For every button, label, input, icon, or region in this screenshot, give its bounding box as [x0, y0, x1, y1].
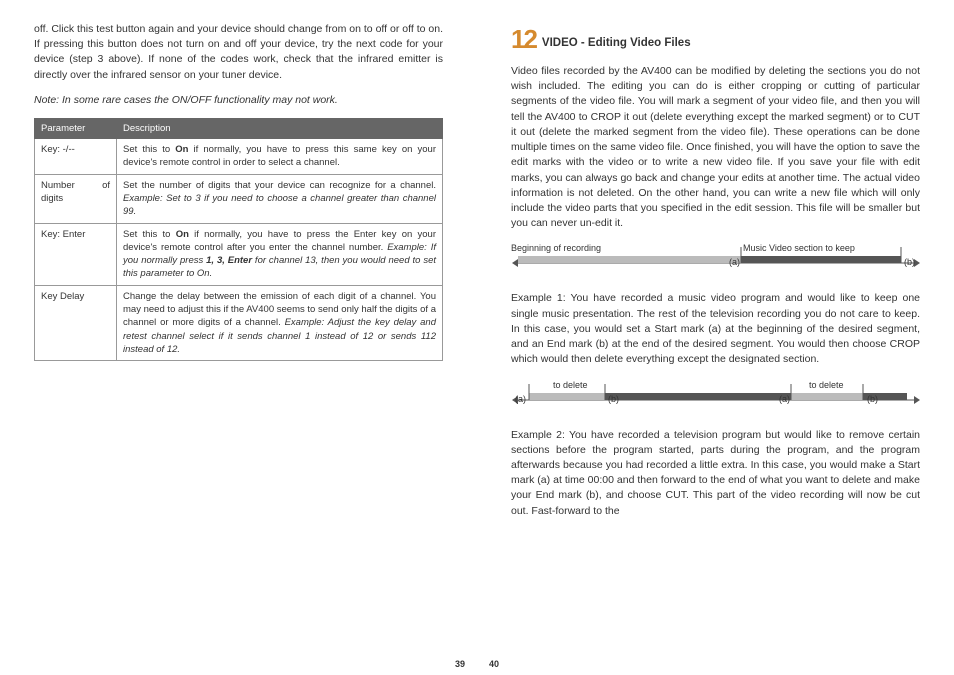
page-left: off. Click this test button again and yo… [0, 0, 477, 675]
page-number-left: 39 [455, 659, 465, 669]
params-table: Parameter Description Key: -/-- Set this… [34, 118, 443, 361]
cell-param: Number of digits [35, 174, 117, 223]
diag1-label-right: Music Video section to keep [743, 243, 855, 253]
diag2-marker-b1: (b) [608, 394, 619, 404]
cell-desc: Set this to On if normally, you have to … [117, 223, 443, 285]
table-row: Key Delay Change the delay between the e… [35, 285, 443, 360]
section-title: VIDEO - Editing Video Files [542, 37, 691, 52]
diag2-marker-a2: (a) [779, 394, 790, 404]
cell-desc: Set this to On if normally, you have to … [117, 139, 443, 175]
table-row: Number of digits Set the number of digit… [35, 174, 443, 223]
section-header: 12 VIDEO - Editing Video Files [511, 26, 920, 52]
left-note: Note: In some rare cases the ON/OFF func… [34, 93, 443, 108]
diag1-label-left: Beginning of recording [511, 243, 601, 253]
cell-param: Key Delay [35, 285, 117, 360]
diagram-2: to delete to delete (a) (b) (a) (b) [511, 380, 920, 420]
diag2-label-right: to delete [809, 380, 844, 390]
table-row: Key: Enter Set this to On if normally, y… [35, 223, 443, 285]
example-1: Example 1: You have recorded a music vid… [511, 291, 920, 367]
th-parameter: Parameter [35, 119, 117, 139]
right-para-1: Video files recorded by the AV400 can be… [511, 64, 920, 231]
example-2: Example 2: You have recorded a televisio… [511, 428, 920, 519]
th-description: Description [117, 119, 443, 139]
cell-desc: Set the number of digits that your devic… [117, 174, 443, 223]
diag1-marker-b: (b) [904, 257, 915, 267]
page-right: 12 VIDEO - Editing Video Files Video fil… [477, 0, 954, 675]
left-para-1: off. Click this test button again and yo… [34, 22, 443, 83]
cell-desc: Change the delay between the emission of… [117, 285, 443, 360]
page-number-right: 40 [489, 659, 499, 669]
diagram-1: Beginning of recording Music Video secti… [511, 243, 920, 283]
cell-param: Key: Enter [35, 223, 117, 285]
cell-param: Key: -/-- [35, 139, 117, 175]
section-number: 12 [511, 26, 536, 52]
diag2-marker-b2: (b) [867, 394, 878, 404]
diag2-label-left: to delete [553, 380, 588, 390]
diag2-marker-a1: (a) [515, 394, 526, 404]
diag1-marker-a: (a) [729, 257, 740, 267]
table-row: Key: -/-- Set this to On if normally, yo… [35, 139, 443, 175]
